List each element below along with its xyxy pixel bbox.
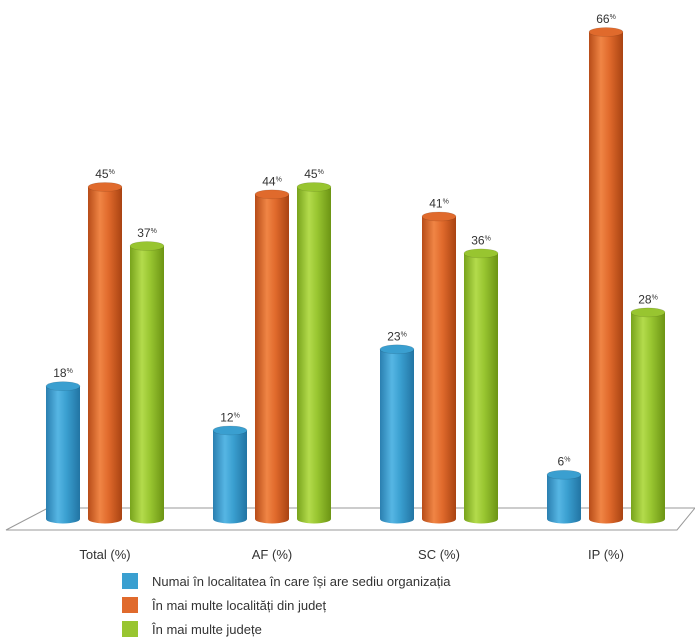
- bar: [588, 27, 624, 524]
- legend-swatch: [122, 597, 138, 613]
- bar-top: [630, 307, 666, 318]
- bar-body: [547, 474, 581, 524]
- cylinder-bar-chart: 18% 45% 37% 12% 44% 45% 23% 41% 36% 6% 66% 28% Tota…: [5, 12, 695, 562]
- bar: [546, 469, 582, 524]
- bar-body: [130, 245, 164, 524]
- data-label: 12%: [220, 410, 240, 424]
- legend: Numai în localitatea în care își are sed…: [122, 569, 450, 641]
- data-label: 28%: [638, 292, 658, 306]
- legend-swatch: [122, 621, 138, 637]
- bar-body: [464, 253, 498, 524]
- bar-top: [588, 27, 624, 37]
- bar: [87, 182, 123, 524]
- bar-top: [254, 189, 290, 200]
- bar-body: [88, 186, 122, 524]
- bar: [296, 182, 332, 524]
- bar: [254, 189, 290, 524]
- bar: [421, 211, 457, 524]
- bar-top: [129, 241, 165, 251]
- bar: [45, 381, 81, 524]
- data-label: 45%: [304, 167, 324, 181]
- bar-body: [213, 430, 247, 524]
- bar-top: [296, 182, 332, 192]
- bar-body: [46, 386, 80, 524]
- data-label: 66%: [596, 12, 616, 26]
- bar-top: [379, 344, 415, 355]
- bar: [630, 307, 666, 524]
- bar-body: [255, 194, 289, 524]
- data-label: 45%: [95, 167, 115, 181]
- bar-top: [463, 248, 499, 259]
- legend-item: Numai în localitatea în care își are sed…: [122, 569, 450, 593]
- bar-body: [422, 216, 456, 524]
- x-tick-label: AF (%): [252, 547, 292, 562]
- legend-item: În mai multe județe: [122, 617, 450, 641]
- bar-body: [297, 186, 331, 524]
- x-tick-label: Total (%): [79, 547, 130, 562]
- bar-top: [212, 425, 248, 436]
- bar-top: [421, 211, 457, 222]
- bar-top: [87, 182, 123, 192]
- x-tick-label: IP (%): [588, 547, 624, 562]
- bar-top: [546, 469, 582, 480]
- x-tick-label: SC (%): [418, 547, 460, 562]
- data-label: 18%: [53, 366, 73, 380]
- legend-swatch: [122, 573, 138, 589]
- data-label: 6%: [558, 455, 571, 469]
- data-label: 41%: [429, 196, 449, 210]
- data-label: 44%: [262, 174, 282, 188]
- data-label: 36%: [471, 233, 491, 247]
- data-label: 37%: [137, 226, 157, 240]
- legend-label: În mai multe județe: [152, 621, 262, 637]
- bar-top: [45, 381, 81, 391]
- legend-label: Numai în localitatea în care își are sed…: [152, 573, 451, 589]
- bar-body: [631, 312, 665, 524]
- legend-item: În mai multe localități din județ: [122, 593, 450, 617]
- data-label: 23%: [387, 329, 407, 343]
- bar: [212, 425, 248, 524]
- bar: [129, 241, 165, 524]
- bar: [463, 248, 499, 524]
- bar-body: [380, 349, 414, 524]
- legend-label: În mai multe localități din județ: [152, 597, 327, 613]
- bar-body: [589, 32, 623, 524]
- bar: [379, 344, 415, 524]
